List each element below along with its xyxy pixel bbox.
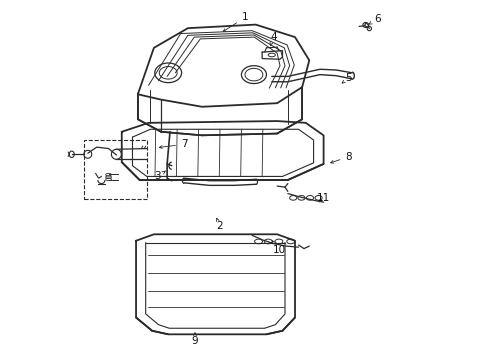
Text: 4: 4	[270, 32, 277, 45]
Text: 11: 11	[317, 193, 330, 203]
Text: 3: 3	[154, 171, 166, 181]
Text: 9: 9	[192, 333, 198, 346]
Text: 8: 8	[331, 152, 352, 163]
Text: 2: 2	[217, 218, 223, 231]
Text: 6: 6	[368, 14, 380, 24]
Text: 1: 1	[223, 13, 248, 32]
Text: 5: 5	[342, 73, 352, 83]
Text: 7: 7	[159, 139, 188, 149]
Text: 10: 10	[272, 241, 286, 255]
Bar	[83, 140, 147, 199]
